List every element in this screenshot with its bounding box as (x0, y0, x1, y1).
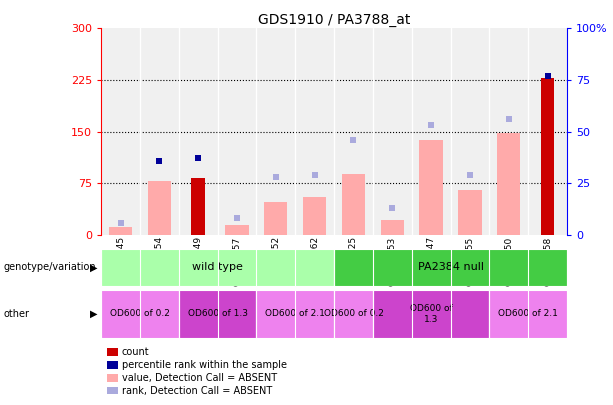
Bar (256, 290, 334, 338)
Bar (381, 220, 404, 235)
Bar (295, 28, 334, 235)
Bar (101, 249, 334, 286)
Text: count: count (122, 347, 150, 357)
Text: ▶: ▶ (90, 309, 97, 319)
Bar (419, 140, 443, 235)
Text: wild type: wild type (192, 262, 243, 272)
Bar (218, 28, 256, 235)
Bar (101, 28, 140, 235)
Bar (459, 190, 482, 235)
Bar (226, 224, 249, 235)
Bar (140, 28, 179, 235)
Text: OD600 of 0.2: OD600 of 0.2 (110, 309, 170, 318)
Title: GDS1910 / PA3788_at: GDS1910 / PA3788_at (258, 13, 410, 27)
Bar (489, 28, 528, 235)
Text: OD600 of 1.3: OD600 of 1.3 (188, 309, 248, 318)
Text: genotype/variation: genotype/variation (3, 262, 96, 272)
Text: OD600 of 0.2: OD600 of 0.2 (324, 309, 384, 318)
Bar (179, 28, 218, 235)
Text: percentile rank within the sample: percentile rank within the sample (122, 360, 287, 370)
Bar (179, 290, 256, 338)
Bar (541, 78, 554, 235)
Bar (256, 28, 295, 235)
Bar (303, 197, 326, 235)
Bar (451, 28, 489, 235)
Text: value, Detection Call = ABSENT: value, Detection Call = ABSENT (122, 373, 277, 383)
Bar (412, 28, 451, 235)
Bar (264, 202, 287, 235)
Bar (373, 290, 489, 338)
Bar (148, 181, 171, 235)
Bar (101, 290, 179, 338)
Text: OD600 of 2.1: OD600 of 2.1 (498, 309, 558, 318)
Bar (334, 249, 567, 286)
Text: rank, Detection Call = ABSENT: rank, Detection Call = ABSENT (122, 386, 272, 396)
Bar (342, 174, 365, 235)
Bar (334, 28, 373, 235)
Text: PA2384 null: PA2384 null (417, 262, 484, 272)
Bar (109, 227, 132, 235)
Bar (191, 179, 205, 235)
Bar (489, 290, 567, 338)
Text: ▶: ▶ (90, 262, 97, 272)
Bar (373, 28, 412, 235)
Text: OD600 of 2.1: OD600 of 2.1 (265, 309, 326, 318)
Bar (497, 133, 520, 235)
Bar (528, 28, 567, 235)
Text: other: other (3, 309, 29, 319)
Text: OD600 of
1.3: OD600 of 1.3 (409, 304, 452, 324)
Bar (334, 290, 373, 338)
